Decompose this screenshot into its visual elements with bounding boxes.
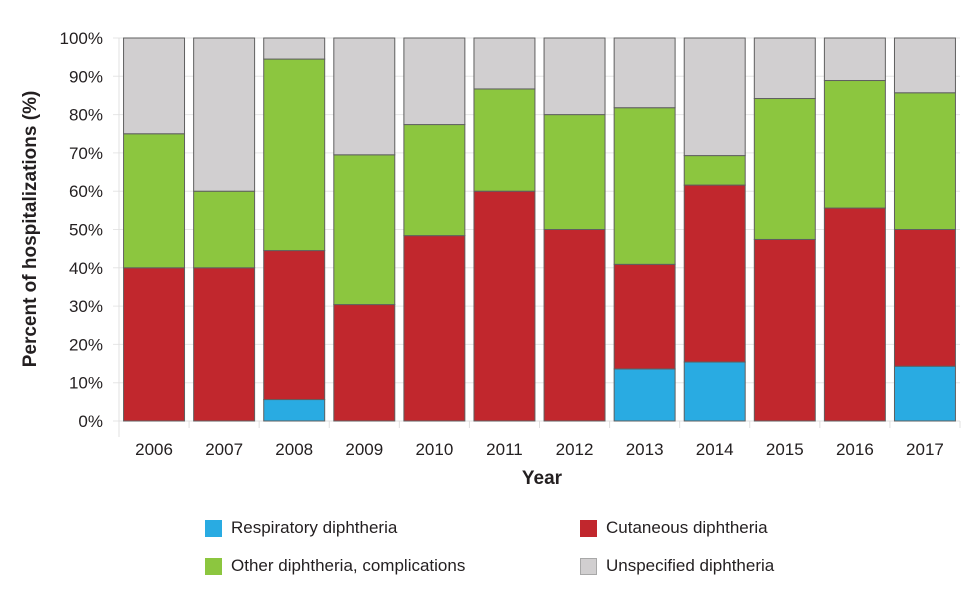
x-axis-ticks: 2006 2007 2008 2009 2010 2011 2012 2013 2014 2015… bbox=[135, 440, 944, 459]
legend-item-cutaneous: Cutaneous diphtheria bbox=[580, 518, 768, 538]
bar-segment-2010-other-diphtheria-complications bbox=[403, 124, 466, 237]
y-tick-label: 60% bbox=[69, 182, 103, 201]
x-tick-label: 2015 bbox=[766, 440, 804, 459]
bar-segment-2008-unspecified-diphtheria bbox=[263, 37, 326, 60]
bar-segment-2007-cutaneous-diphtheria bbox=[193, 267, 256, 422]
bar-segment-2015-cutaneous-diphtheria bbox=[753, 238, 816, 422]
legend-swatch-unspecified bbox=[580, 557, 597, 575]
bar-segment-2006-cutaneous-diphtheria bbox=[123, 267, 186, 422]
bar-segment-2006-unspecified-diphtheria bbox=[123, 37, 186, 135]
y-axis-ticks: 0% 10% 20% 30% 40% 50% 60% 70% 80% 90% 100% bbox=[60, 29, 103, 431]
bar-segment-2013-unspecified-diphtheria bbox=[613, 37, 676, 109]
bar-segment-2012-unspecified-diphtheria bbox=[543, 37, 606, 116]
legend-swatch-cutaneous bbox=[580, 519, 597, 537]
bar-segment-2012-other-diphtheria-complications bbox=[543, 114, 606, 230]
bar-segment-2011-unspecified-diphtheria bbox=[473, 37, 536, 90]
bar-segment-2012-cutaneous-diphtheria bbox=[543, 229, 606, 422]
x-tick-label: 2016 bbox=[836, 440, 874, 459]
x-tick-label: 2008 bbox=[275, 440, 313, 459]
bar-segment-2010-unspecified-diphtheria bbox=[403, 37, 466, 126]
legend-item-unspecified: Unspecified diphtheria bbox=[580, 556, 774, 576]
bar-segment-2013-other-diphtheria-complications bbox=[613, 107, 676, 265]
bar-segment-2009-cutaneous-diphtheria bbox=[333, 304, 396, 422]
legend-item-other: Other diphtheria, complications bbox=[205, 556, 465, 576]
bar-segment-2015-other-diphtheria-complications bbox=[753, 98, 816, 240]
y-tick-label: 10% bbox=[69, 374, 103, 393]
y-tick-label: 20% bbox=[69, 335, 103, 354]
bar-segment-2008-respiratory-diphtheria bbox=[263, 399, 326, 422]
bar-segment-2017-cutaneous-diphtheria bbox=[893, 229, 956, 367]
x-tick-label: 2010 bbox=[415, 440, 453, 459]
x-axis-title: Year bbox=[522, 468, 563, 489]
bar-segment-2014-respiratory-diphtheria bbox=[683, 361, 746, 422]
bar-segment-2014-cutaneous-diphtheria bbox=[683, 184, 746, 363]
bar-segment-2009-other-diphtheria-complications bbox=[333, 154, 396, 306]
stacked-bar-chart: 0%10%20%30%40%50%60%70%80%90%100% 2006 20… bbox=[20, 29, 961, 489]
bar-segment-2016-cutaneous-diphtheria bbox=[823, 207, 886, 422]
legend-swatch-other bbox=[205, 557, 222, 575]
bar-segment-2008-other-diphtheria-complications bbox=[263, 58, 326, 252]
y-tick-label: 80% bbox=[69, 106, 103, 125]
bar-segment-2010-cutaneous-diphtheria bbox=[403, 235, 466, 422]
bar-segment-2014-unspecified-diphtheria bbox=[683, 37, 746, 157]
bar-segment-2008-cutaneous-diphtheria bbox=[263, 250, 326, 401]
legend-swatch-respiratory bbox=[205, 519, 222, 537]
y-tick-label: 0% bbox=[78, 412, 103, 431]
bar-segment-2011-other-diphtheria-complications bbox=[473, 88, 536, 192]
x-tick-label: 2017 bbox=[906, 440, 944, 459]
x-tick-label: 2007 bbox=[205, 440, 243, 459]
x-tick-label: 2009 bbox=[345, 440, 383, 459]
legend-label-unspecified: Unspecified diphtheria bbox=[606, 556, 775, 575]
bar-segment-2007-other-diphtheria-complications bbox=[193, 190, 256, 269]
bar-segment-2006-other-diphtheria-complications bbox=[123, 133, 186, 269]
y-tick-label: 70% bbox=[69, 144, 103, 163]
bar-segment-2015-unspecified-diphtheria bbox=[753, 37, 816, 100]
y-tick-label: 40% bbox=[69, 259, 103, 278]
legend-label-cutaneous: Cutaneous diphtheria bbox=[606, 518, 768, 537]
x-tick-label: 2013 bbox=[626, 440, 664, 459]
bar-segment-2011-cutaneous-diphtheria bbox=[473, 190, 536, 422]
bar-segment-2017-respiratory-diphtheria bbox=[893, 365, 956, 422]
y-axis-title: Percent of hospitalizations (%) bbox=[20, 91, 41, 368]
y-tick-label: 90% bbox=[69, 67, 103, 86]
bars bbox=[123, 37, 956, 422]
y-tick-label: 100% bbox=[60, 29, 103, 48]
legend-label-other: Other diphtheria, complications bbox=[231, 556, 466, 575]
bar-segment-2016-unspecified-diphtheria bbox=[823, 37, 886, 82]
bar-segment-2013-respiratory-diphtheria bbox=[613, 368, 676, 422]
bar-segment-2016-other-diphtheria-complications bbox=[823, 80, 886, 209]
bar-segment-2017-other-diphtheria-complications bbox=[893, 92, 956, 230]
x-tick-label: 2006 bbox=[135, 440, 173, 459]
y-tick-label: 50% bbox=[69, 221, 103, 240]
bar-segment-2009-unspecified-diphtheria bbox=[333, 37, 396, 156]
x-tick-label: 2011 bbox=[486, 440, 523, 459]
bar-segment-2007-unspecified-diphtheria bbox=[193, 37, 256, 192]
y-tick-label: 30% bbox=[69, 297, 103, 316]
legend-item-respiratory: Respiratory diphtheria bbox=[205, 518, 397, 538]
legend-label-respiratory: Respiratory diphtheria bbox=[231, 518, 398, 537]
bar-segment-2013-cutaneous-diphtheria bbox=[613, 263, 676, 370]
x-tick-label: 2012 bbox=[556, 440, 594, 459]
bar-segment-2014-other-diphtheria-complications bbox=[683, 155, 746, 186]
legend: Respiratory diphtheria Cutaneous diphthe… bbox=[205, 515, 825, 585]
x-tick-label: 2014 bbox=[696, 440, 734, 459]
bar-segment-2017-unspecified-diphtheria bbox=[893, 37, 956, 94]
